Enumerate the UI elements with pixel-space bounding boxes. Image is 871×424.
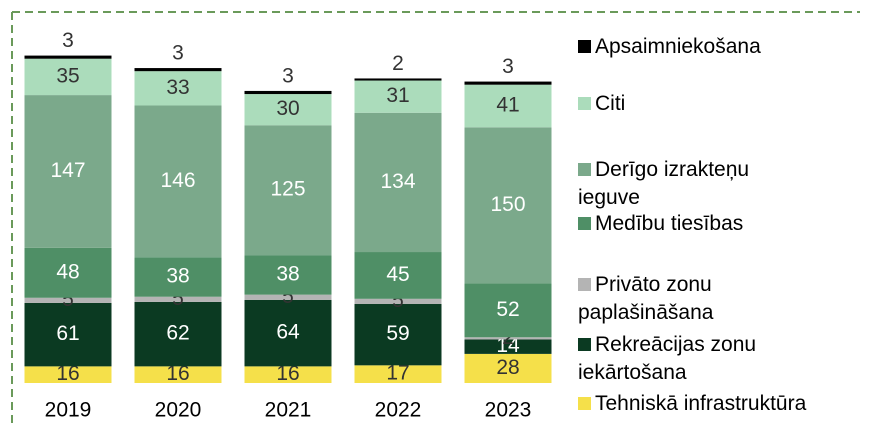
legend-item: Rekreācijas zonu iekārtošana xyxy=(578,331,810,387)
bar-segment xyxy=(354,298,442,305)
bar-segment xyxy=(24,58,112,96)
data-label: 31 xyxy=(386,84,409,107)
legend-label: Rekreācijas zonu iekārtošana xyxy=(578,333,757,384)
data-label: 52 xyxy=(496,298,519,321)
data-label: 125 xyxy=(270,178,305,201)
bar-segment xyxy=(354,365,442,383)
bar-segment xyxy=(464,84,552,128)
legend-item: Privāto zonu paplašināšana xyxy=(578,271,810,327)
x-tick-label: 2021 xyxy=(265,399,312,422)
data-label: 16 xyxy=(166,362,189,385)
data-label: 5 xyxy=(62,288,74,311)
data-label: 33 xyxy=(166,76,189,99)
legend-swatch xyxy=(578,338,591,351)
legend-item: Derīgo izrakteņu ieguve xyxy=(578,156,810,212)
bar-segment xyxy=(354,252,442,299)
legend-item: Tehniskā infrastruktūra xyxy=(578,390,810,418)
bar-segment xyxy=(134,71,222,106)
legend-swatch xyxy=(578,97,591,110)
legend-swatch xyxy=(578,40,591,53)
data-label: 61 xyxy=(56,322,79,345)
data-label: 59 xyxy=(386,322,409,345)
data-label: 134 xyxy=(380,170,415,193)
data-label: 5 xyxy=(392,289,404,312)
legend-item: Citi xyxy=(578,90,810,118)
bar-segment xyxy=(134,105,222,258)
bar-segment xyxy=(464,127,552,284)
bar-segment xyxy=(24,247,112,298)
data-label: 45 xyxy=(386,263,409,286)
data-label: 35 xyxy=(56,64,79,87)
data-label: 5 xyxy=(282,285,294,308)
legend-swatch xyxy=(578,217,591,230)
data-label: 14 xyxy=(496,334,520,357)
bar-segment xyxy=(134,296,222,302)
legend-swatch xyxy=(578,163,591,176)
data-label: 3 xyxy=(172,42,184,65)
bar-segment xyxy=(464,81,552,85)
bar-segment xyxy=(464,337,552,340)
legend-label: Privāto zonu paplašināšana xyxy=(578,273,714,324)
data-label: 16 xyxy=(276,362,299,385)
x-tick-label: 2020 xyxy=(155,399,202,422)
bar-segment xyxy=(464,283,552,338)
data-label: 38 xyxy=(276,262,299,285)
data-label: 64 xyxy=(276,321,300,344)
data-label: 30 xyxy=(276,97,299,120)
bar-segment xyxy=(354,304,442,366)
bar-segment xyxy=(134,301,222,367)
bar-segment xyxy=(244,90,332,95)
bar-segment xyxy=(244,299,332,367)
bar-segment xyxy=(24,366,112,383)
bar-segment xyxy=(354,112,442,253)
bar-segment xyxy=(354,80,442,113)
data-label: 62 xyxy=(166,322,189,345)
bar-segment xyxy=(464,339,552,354)
bar-segment xyxy=(134,68,222,72)
data-label: 5 xyxy=(172,287,184,310)
bar-segment xyxy=(24,95,112,248)
data-label: 48 xyxy=(56,260,79,283)
legend-label: Apsaimniekošana xyxy=(595,35,761,58)
data-label: 16 xyxy=(56,362,79,385)
data-label: 17 xyxy=(386,362,409,385)
legend-label: Tehniskā infrastruktūra xyxy=(595,392,807,415)
data-label: 146 xyxy=(160,169,195,192)
x-tick-label: 2019 xyxy=(45,399,92,422)
bar-segment xyxy=(244,125,332,256)
x-tick-label: 2022 xyxy=(375,399,422,422)
data-label: 2 xyxy=(502,326,514,349)
bar-segment xyxy=(134,257,222,297)
legend-item: Apsaimniekošana xyxy=(578,33,810,61)
legend-swatch xyxy=(578,397,591,410)
bar-segment xyxy=(244,255,332,295)
bar-segment xyxy=(24,302,112,367)
bar-segment xyxy=(244,94,332,126)
bar-segment xyxy=(24,55,112,59)
data-label: 38 xyxy=(166,265,189,288)
bar-segment xyxy=(244,366,332,383)
data-label: 3 xyxy=(62,29,74,52)
bar-segment xyxy=(354,78,442,81)
legend-label: Derīgo izrakteņu ieguve xyxy=(578,158,750,209)
data-label: 147 xyxy=(50,159,85,182)
legend-swatch xyxy=(578,278,591,291)
data-label: 28 xyxy=(496,356,519,379)
data-label: 41 xyxy=(496,94,519,117)
legend-label: Medību tiesības xyxy=(595,212,744,235)
data-label: 150 xyxy=(490,193,525,216)
legend-item: Medību tiesības xyxy=(578,210,810,238)
bar-segment xyxy=(134,366,222,383)
data-label: 2 xyxy=(392,52,404,75)
data-label: 3 xyxy=(282,64,294,87)
legend-label: Citi xyxy=(595,92,626,115)
x-tick-label: 2023 xyxy=(485,399,532,422)
bar-segment xyxy=(24,297,112,303)
bar-segment xyxy=(244,294,332,300)
data-label: 3 xyxy=(502,55,514,78)
bar-segment xyxy=(464,353,552,383)
